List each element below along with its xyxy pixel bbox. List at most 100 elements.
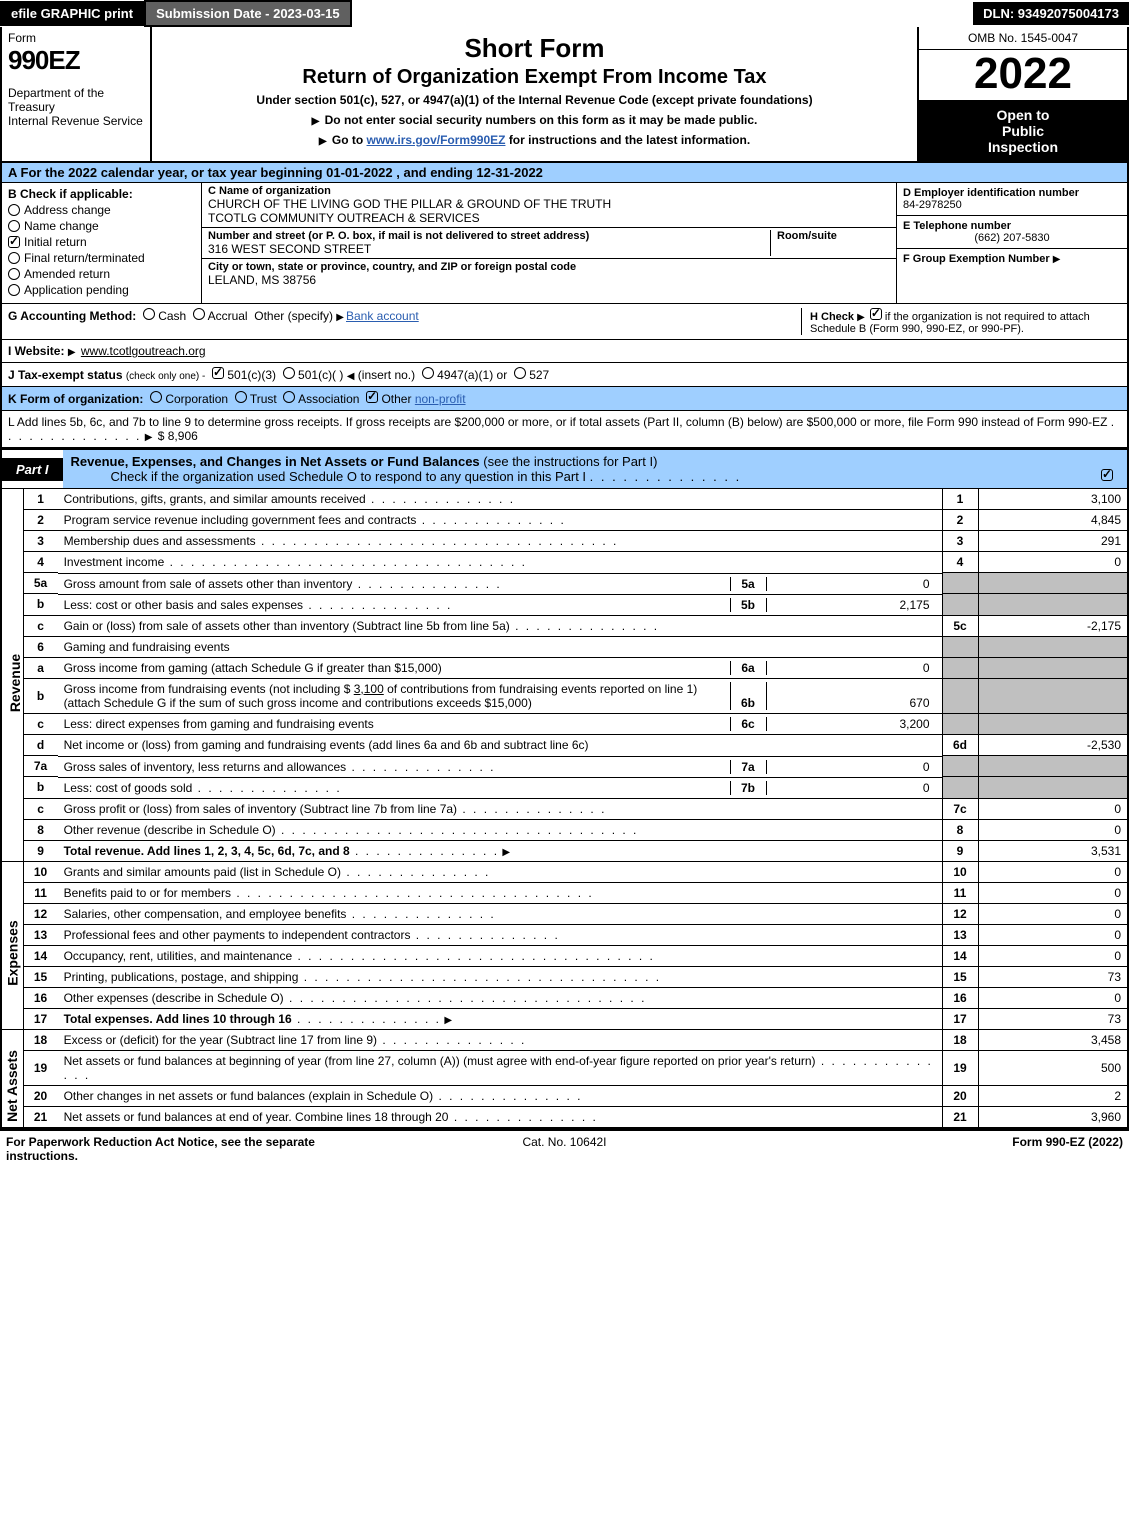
- line-5c-amt: -2,175: [978, 615, 1128, 636]
- city-label: City or town, state or province, country…: [208, 261, 890, 273]
- org-form-label: K Form of organization:: [8, 392, 143, 406]
- line-12-desc: Salaries, other compensation, and employ…: [64, 907, 347, 921]
- line-8-amt: 0: [978, 819, 1128, 840]
- checkbox-initial-return[interactable]: [8, 236, 20, 248]
- label-accrual: Accrual: [208, 309, 248, 323]
- title-return: Return of Organization Exempt From Incom…: [160, 66, 909, 89]
- part-1-title-text: Revenue, Expenses, and Changes in Net As…: [71, 454, 480, 469]
- section-a-calendar: A For the 2022 calendar year, or tax yea…: [0, 163, 1129, 183]
- note-goto-post: for instructions and the latest informat…: [509, 133, 750, 147]
- ein-label: D Employer identification number: [903, 187, 1121, 199]
- line-7a-desc: Gross sales of inventory, less returns a…: [64, 760, 347, 774]
- phone-value: (662) 207-5830: [903, 232, 1121, 244]
- checkbox-schedule-b[interactable]: [870, 308, 882, 320]
- efile-print-button[interactable]: efile GRAPHIC print: [0, 1, 144, 26]
- org-name-1: CHURCH OF THE LIVING GOD THE PILLAR & GR…: [208, 197, 890, 211]
- open-line-3: Inspection: [923, 139, 1123, 155]
- checkbox-501c3[interactable]: [212, 367, 224, 379]
- checkbox-final-return[interactable]: [8, 252, 20, 264]
- checkbox-name-change[interactable]: [8, 220, 20, 232]
- label-address-change: Address change: [24, 203, 111, 217]
- line-16-desc: Other expenses (describe in Schedule O): [64, 991, 284, 1005]
- dln-label: DLN: 93492075004173: [973, 2, 1129, 25]
- checkbox-corp[interactable]: [150, 391, 162, 403]
- checkbox-501c[interactable]: [283, 367, 295, 379]
- subtitle: Under section 501(c), 527, or 4947(a)(1)…: [160, 93, 909, 107]
- arrow-icon: [336, 309, 346, 323]
- submission-date-button[interactable]: Submission Date - 2023-03-15: [144, 0, 352, 27]
- line-21-desc: Net assets or fund balances at end of ye…: [64, 1110, 449, 1124]
- line-4-desc: Investment income: [64, 555, 165, 569]
- footer-center: Cat. No. 10642I: [378, 1135, 750, 1163]
- checkbox-cash[interactable]: [143, 308, 155, 320]
- checkbox-address-change[interactable]: [8, 204, 20, 216]
- section-i: I Website: www.tcotlgoutreach.org: [0, 339, 1129, 362]
- line-7b-sub: 0: [766, 781, 936, 795]
- line-10-desc: Grants and similar amounts paid (list in…: [64, 865, 341, 879]
- line-5c-desc: Gain or (loss) from sale of assets other…: [64, 619, 510, 633]
- line-7c-desc: Gross profit or (loss) from sales of inv…: [64, 802, 457, 816]
- line-20-amt: 2: [978, 1085, 1128, 1106]
- label-pending: Application pending: [24, 283, 129, 297]
- line-15-desc: Printing, publications, postage, and shi…: [64, 970, 299, 984]
- arrow-icon: [502, 844, 512, 858]
- tax-exempt-sub: (check only one) -: [126, 371, 205, 382]
- room-label: Room/suite: [777, 230, 890, 242]
- line-8-desc: Other revenue (describe in Schedule O): [64, 823, 276, 837]
- section-l-text: L Add lines 5b, 6c, and 7b to line 9 to …: [8, 415, 1107, 429]
- section-h-label: H Check: [810, 311, 854, 323]
- line-14-amt: 0: [978, 945, 1128, 966]
- open-public-badge: Open to Public Inspection: [919, 100, 1127, 161]
- open-line-2: Public: [923, 123, 1123, 139]
- line-6a-desc: Gross income from gaming (attach Schedul…: [64, 661, 442, 675]
- checkbox-other-org[interactable]: [366, 391, 378, 403]
- line-5a-sub: 0: [766, 577, 936, 591]
- line-6-desc: Gaming and fundraising events: [58, 636, 942, 657]
- label-assoc: Association: [298, 392, 359, 406]
- label-name-change: Name change: [24, 219, 99, 233]
- irs-link[interactable]: www.irs.gov/Form990EZ: [367, 133, 506, 147]
- gross-receipts-amount: $ 8,906: [158, 429, 198, 443]
- label-final-return: Final return/terminated: [24, 251, 145, 265]
- checkbox-4947[interactable]: [422, 367, 434, 379]
- checkbox-accrual[interactable]: [193, 308, 205, 320]
- net-assets-side-label: Net Assets: [0, 1030, 24, 1127]
- line-3-amt: 291: [978, 531, 1128, 552]
- org-other-value: non-profit: [415, 392, 466, 406]
- section-b: B Check if applicable: Address change Na…: [2, 183, 202, 303]
- note-goto-pre: Go to: [332, 133, 367, 147]
- label-corp: Corporation: [165, 392, 228, 406]
- ein-value: 84-2978250: [903, 199, 1121, 211]
- checkbox-pending[interactable]: [8, 284, 20, 296]
- line-7c-amt: 0: [978, 798, 1128, 819]
- line-7b-desc: Less: cost of goods sold: [64, 781, 193, 795]
- revenue-section: Revenue 1Contributions, gifts, grants, a…: [0, 489, 1129, 862]
- line-17-amt: 73: [978, 1008, 1128, 1029]
- line-6d-desc: Net income or (loss) from gaming and fun…: [64, 738, 589, 752]
- checkbox-schedule-o[interactable]: [1101, 469, 1113, 481]
- line-11-amt: 0: [978, 882, 1128, 903]
- line-12-amt: 0: [978, 903, 1128, 924]
- part-1-title-sub: (see the instructions for Part I): [483, 454, 657, 469]
- title-short-form: Short Form: [160, 33, 909, 64]
- checkbox-527[interactable]: [514, 367, 526, 379]
- line-16-amt: 0: [978, 987, 1128, 1008]
- checkbox-amended[interactable]: [8, 268, 20, 280]
- dept-line-2: Internal Revenue Service: [8, 114, 144, 128]
- section-l: L Add lines 5b, 6c, and 7b to line 9 to …: [0, 410, 1129, 448]
- net-assets-section: Net Assets 18Excess or (deficit) for the…: [0, 1030, 1129, 1129]
- note-ssn-text: Do not enter social security numbers on …: [325, 113, 758, 127]
- line-20-desc: Other changes in net assets or fund bala…: [64, 1089, 434, 1103]
- tax-exempt-label: J Tax-exempt status: [8, 368, 123, 382]
- expenses-section: Expenses 10Grants and similar amounts pa…: [0, 862, 1129, 1030]
- part-1-title: Revenue, Expenses, and Changes in Net As…: [63, 450, 1127, 488]
- line-11-desc: Benefits paid to or for members: [64, 886, 231, 900]
- section-k: K Form of organization: Corporation Trus…: [0, 386, 1129, 410]
- checkbox-trust[interactable]: [235, 391, 247, 403]
- form-id-block: Form 990EZ Department of the Treasury In…: [2, 27, 152, 161]
- checkbox-assoc[interactable]: [283, 391, 295, 403]
- label-501c3: 501(c)(3): [227, 368, 276, 382]
- website-value: www.tcotlgoutreach.org: [81, 344, 206, 358]
- omb-number: OMB No. 1545-0047: [919, 27, 1127, 50]
- line-17-desc: Total expenses. Add lines 10 through 16: [64, 1012, 292, 1026]
